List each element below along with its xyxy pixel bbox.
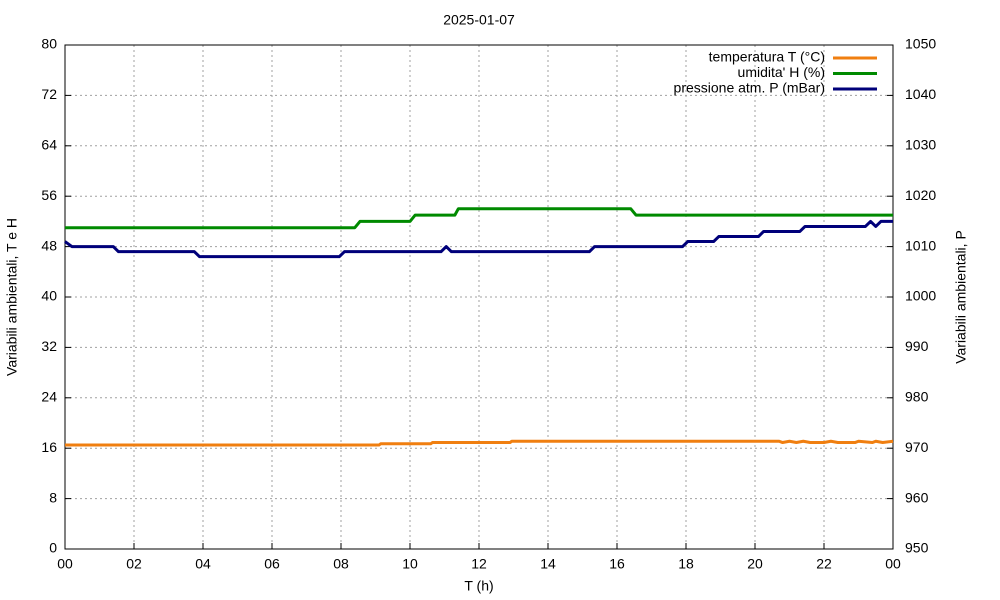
x-tick-label: 10	[402, 556, 418, 572]
y-tick-label: 48	[41, 237, 57, 253]
x-tick-label: 16	[609, 556, 625, 572]
series-line	[65, 207, 893, 230]
y-tick-label: 16	[41, 439, 57, 455]
y2-tick-label: 1030	[905, 137, 936, 153]
y2-tick-label: 990	[905, 338, 929, 354]
series-line	[64, 219, 893, 259]
x-tick-label: 18	[678, 556, 694, 572]
x-tick-label: 00	[885, 556, 901, 572]
x-tick-label: 02	[126, 556, 142, 572]
x-tick-label: 12	[471, 556, 487, 572]
y-tick-label: 40	[41, 288, 57, 304]
y2-axis-label: Variabili ambientali, P	[953, 230, 969, 364]
x-tick-label: 04	[195, 556, 211, 572]
y2-tick-label: 1020	[905, 187, 936, 203]
legend-label: temperatura T (°C)	[709, 49, 825, 65]
y2-tick-label: 960	[905, 489, 929, 505]
plot-border	[64, 44, 894, 550]
chart-title: 2025-01-07	[443, 12, 515, 28]
x-tick-label: 14	[540, 556, 556, 572]
series-line	[65, 439, 894, 447]
y-tick-label: 0	[49, 540, 57, 556]
y-tick-label: 72	[41, 86, 57, 102]
y2-tick-label: 1040	[905, 86, 936, 102]
y-tick-label: 80	[41, 36, 57, 52]
x-tick-label: 08	[333, 556, 349, 572]
x-tick-label: 06	[264, 556, 280, 572]
y2-tick-label: 970	[905, 439, 929, 455]
y-tick-label: 56	[41, 187, 57, 203]
y-tick-label: 64	[41, 137, 57, 153]
x-tick-label: 00	[57, 556, 73, 572]
y2-tick-label: 1050	[905, 36, 936, 52]
y2-tick-label: 950	[905, 540, 929, 556]
y2-tick-label: 1010	[905, 237, 936, 253]
x-tick-label: 22	[816, 556, 832, 572]
y-axis-label: Variabili ambientali, T e H	[4, 218, 20, 376]
y-tick-label: 8	[49, 489, 57, 505]
legend-label: pressione atm. P (mBar)	[674, 80, 825, 96]
y2-tick-label: 980	[905, 389, 929, 405]
y-tick-label: 24	[41, 389, 57, 405]
y-tick-label: 32	[41, 338, 57, 354]
x-tick-label: 20	[747, 556, 763, 572]
x-axis-label: T (h)	[464, 578, 493, 594]
legend-label: umidita' H (%)	[738, 64, 825, 80]
y2-tick-label: 1000	[905, 288, 936, 304]
